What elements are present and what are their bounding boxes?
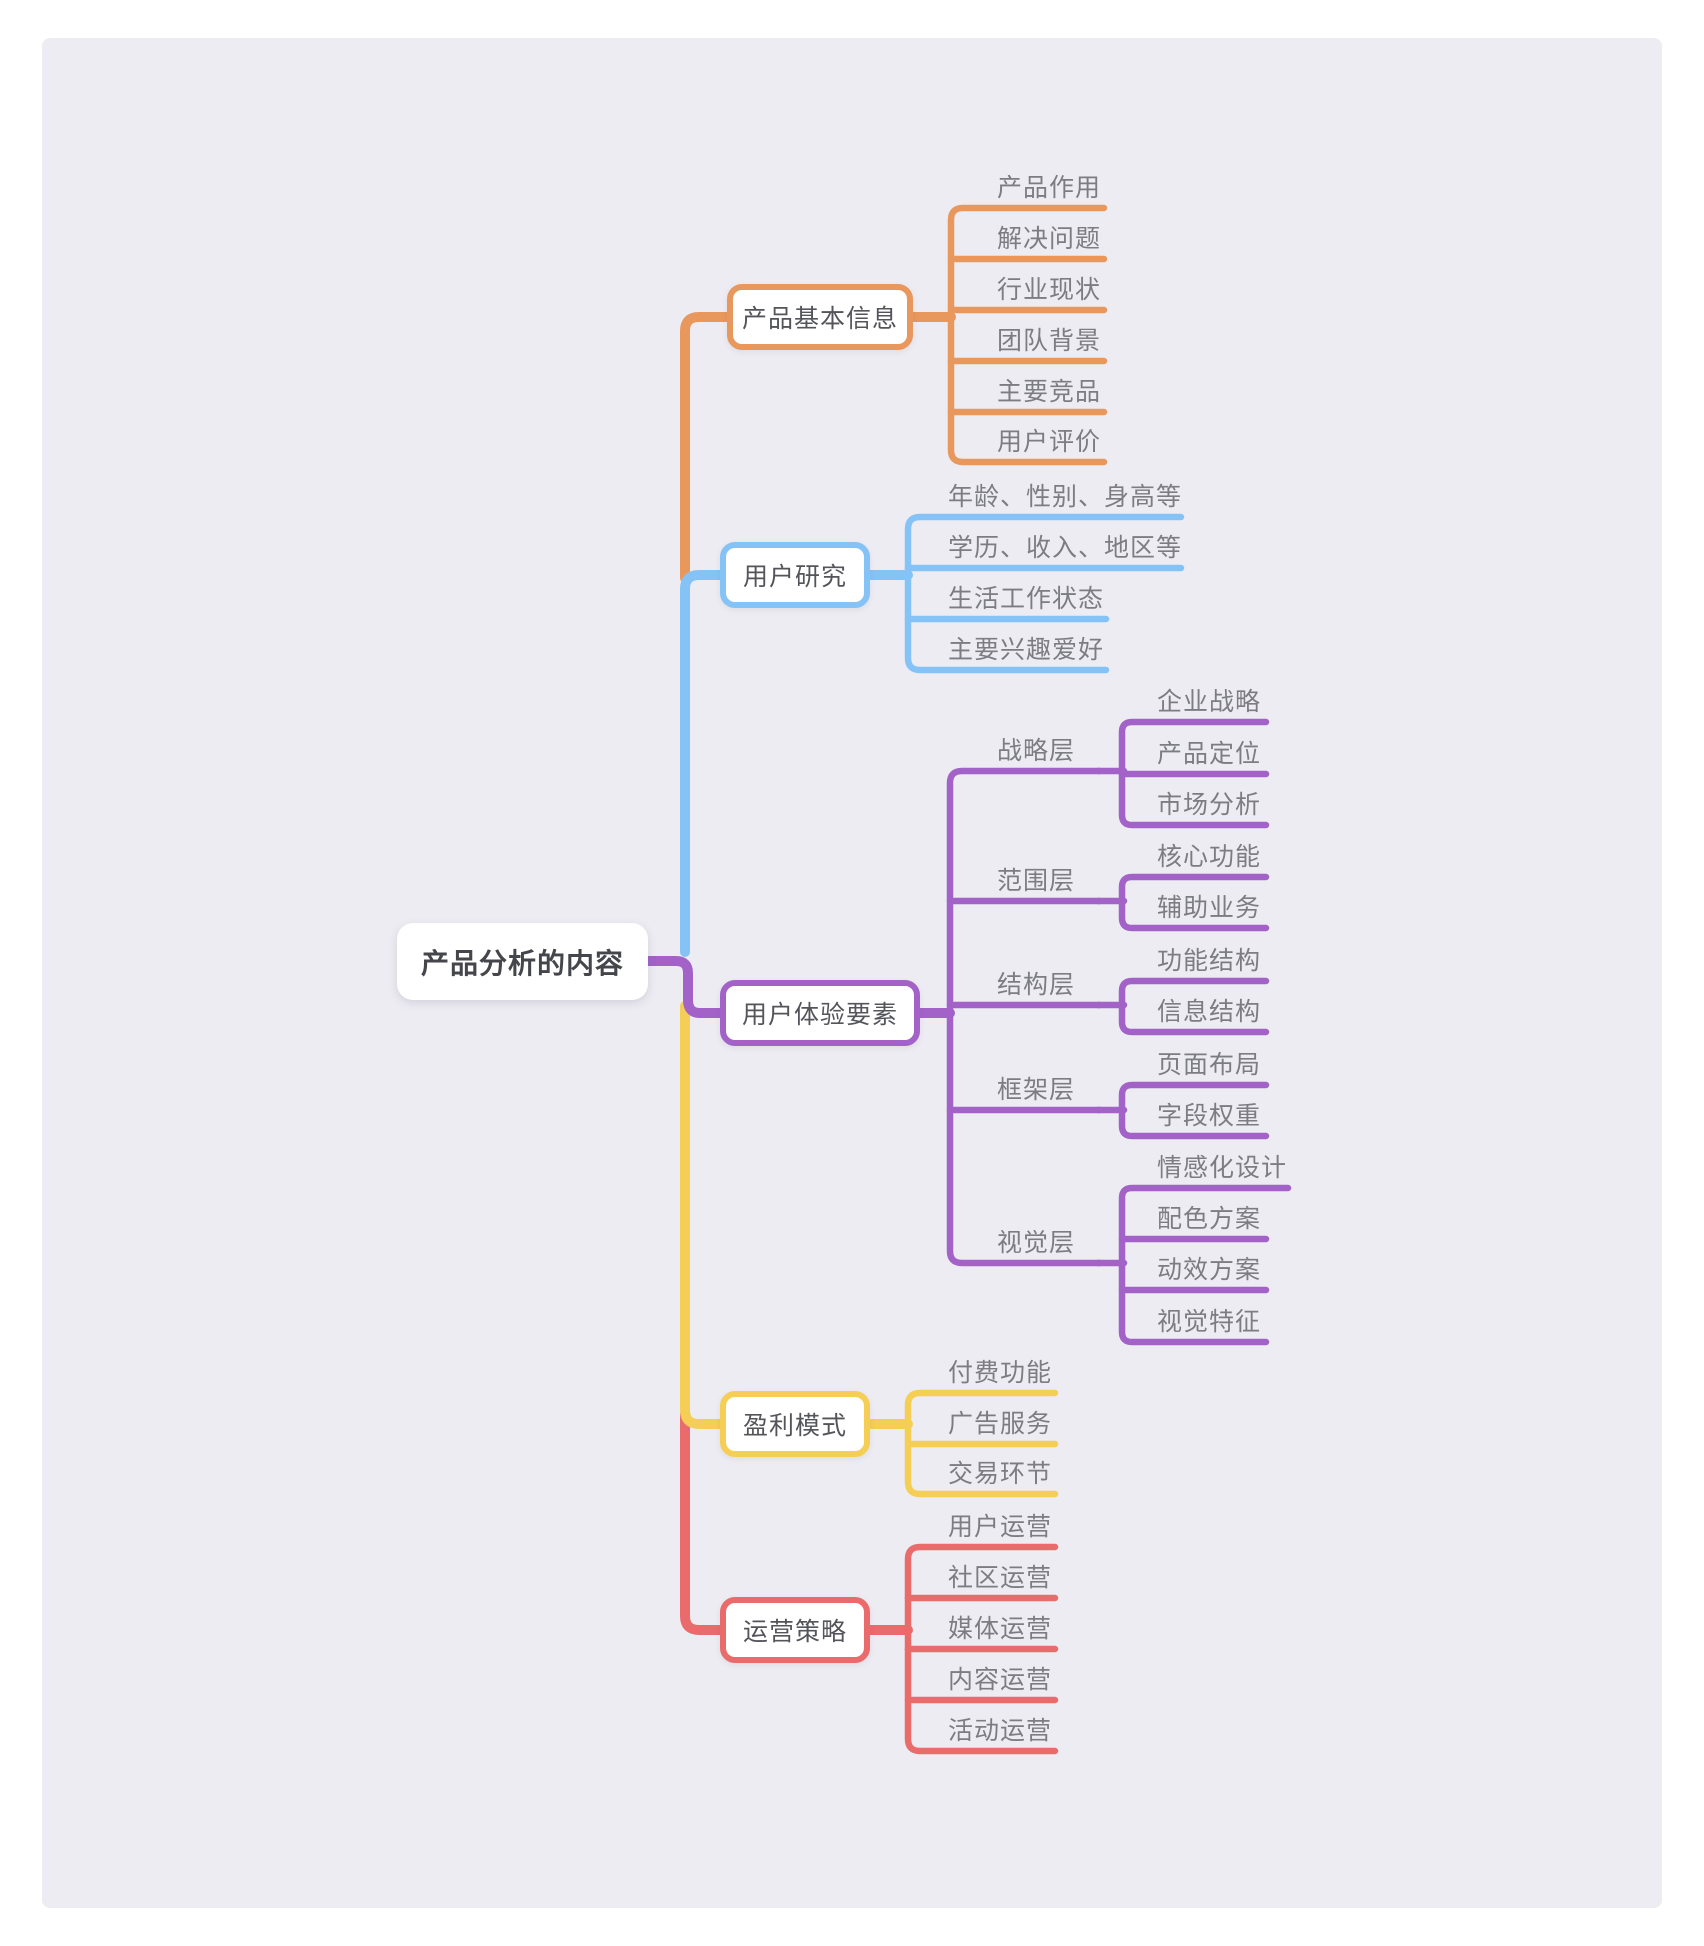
branch-3-sub-4-leaf-2[interactable]: 字段权重 [1157, 1102, 1262, 1130]
branch-5-leaf-5[interactable]: 活动运营 [948, 1717, 1053, 1745]
branch-3-sub-3-leaf-1[interactable]: 功能结构 [1157, 947, 1262, 975]
branch-3-sub-1-leaf-3[interactable]: 市场分析 [1157, 791, 1262, 819]
root-node[interactable]: 产品分析的内容 [397, 923, 648, 1000]
branch-node-4[interactable]: 盈利模式 [720, 1391, 870, 1457]
branch-3-connectors [643, 718, 1292, 1346]
branch-1-leaf-4[interactable]: 团队背景 [997, 327, 1102, 355]
branch-3-sub-4[interactable]: 框架层 [997, 1076, 1076, 1104]
branch-2-connectors [680, 513, 1185, 957]
branch-1-leaf-6[interactable]: 用户评价 [997, 428, 1102, 456]
branch-3-sub-1[interactable]: 战略层 [997, 737, 1076, 765]
branch-5-leaf-1[interactable]: 用户运营 [948, 1513, 1053, 1541]
branch-5-connectors [680, 1409, 1059, 1755]
branch-3-sub-3-leaf-2[interactable]: 信息结构 [1157, 998, 1262, 1026]
branch-2-leaf-4[interactable]: 主要兴趣爱好 [948, 636, 1105, 664]
branch-1-leaf-3[interactable]: 行业现状 [997, 276, 1102, 304]
branch-5-leaf-4[interactable]: 内容运营 [948, 1666, 1053, 1694]
branch-3-sub-3[interactable]: 结构层 [997, 971, 1076, 999]
branch-3-sub-5-leaf-2[interactable]: 配色方案 [1157, 1205, 1262, 1233]
branch-2-leaf-3[interactable]: 生活工作状态 [948, 585, 1105, 613]
branch-4-leaf-3[interactable]: 交易环节 [948, 1460, 1053, 1488]
branch-node-2[interactable]: 用户研究 [720, 542, 870, 608]
branch-5-leaf-2[interactable]: 社区运营 [948, 1564, 1053, 1592]
branch-3-sub-1-leaf-2[interactable]: 产品定位 [1157, 740, 1262, 768]
branch-3-sub-5-leaf-3[interactable]: 动效方案 [1157, 1256, 1262, 1284]
branch-4-leaf-2[interactable]: 广告服务 [948, 1410, 1053, 1438]
branch-1-leaf-5[interactable]: 主要竞品 [997, 378, 1102, 406]
branch-2-leaf-2[interactable]: 学历、收入、地区等 [948, 534, 1183, 562]
branch-node-1[interactable]: 产品基本信息 [727, 284, 913, 350]
branch-node-5[interactable]: 运营策略 [720, 1597, 870, 1663]
branch-1-leaf-1[interactable]: 产品作用 [997, 174, 1102, 202]
branch-3-sub-2-leaf-1[interactable]: 核心功能 [1157, 843, 1262, 871]
branch-3-sub-5-leaf-1[interactable]: 情感化设计 [1157, 1154, 1288, 1182]
branch-3-sub-4-leaf-1[interactable]: 页面布局 [1157, 1051, 1262, 1079]
branch-1-leaf-2[interactable]: 解决问题 [997, 225, 1102, 253]
branch-2-leaf-1[interactable]: 年龄、性别、身高等 [948, 483, 1183, 511]
branch-3-sub-5[interactable]: 视觉层 [997, 1229, 1076, 1257]
branch-3-sub-2-leaf-2[interactable]: 辅助业务 [1157, 894, 1262, 922]
branch-3-sub-1-leaf-1[interactable]: 企业战略 [1157, 688, 1262, 716]
branch-3-sub-5-leaf-4[interactable]: 视觉特征 [1157, 1308, 1262, 1336]
branch-1-connectors [680, 204, 1108, 583]
branch-4-connectors [680, 1001, 1059, 1498]
branch-5-leaf-3[interactable]: 媒体运营 [948, 1615, 1053, 1643]
branch-3-sub-2[interactable]: 范围层 [997, 867, 1076, 895]
branch-node-3[interactable]: 用户体验要素 [720, 980, 920, 1046]
branch-4-leaf-1[interactable]: 付费功能 [948, 1359, 1053, 1387]
